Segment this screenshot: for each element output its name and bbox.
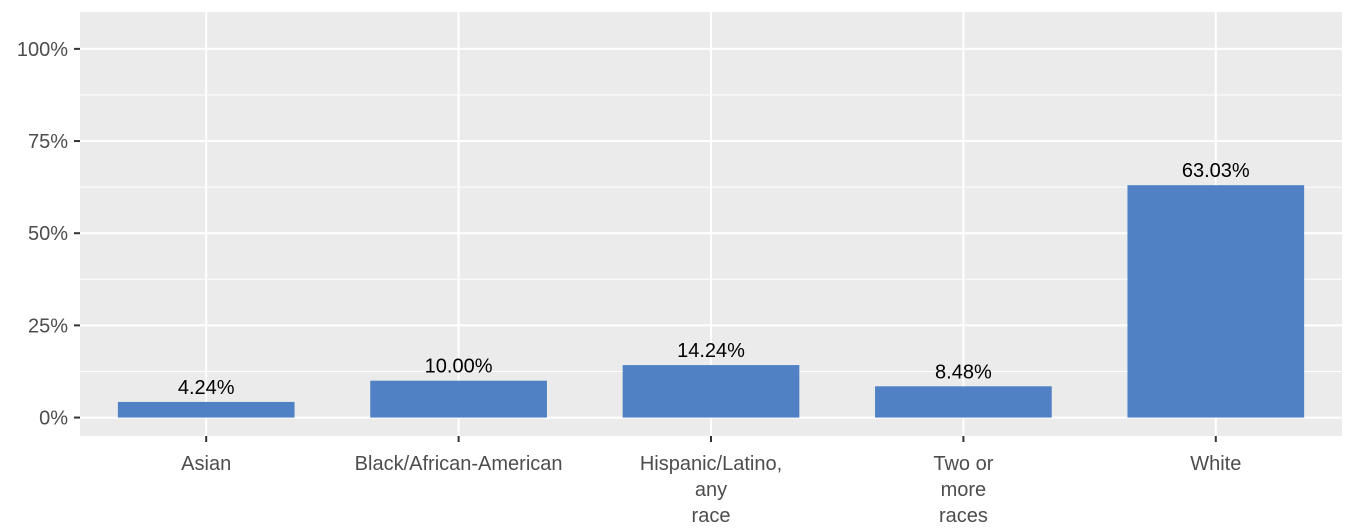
- bar-value-label: 8.48%: [935, 361, 992, 383]
- bars-group: [117, 185, 1305, 418]
- y-tick-label: 50%: [28, 223, 68, 245]
- x-tick-label-line: Two or: [933, 453, 993, 475]
- x-tick-label-line: any: [695, 479, 727, 501]
- x-tick-label-line: races: [939, 505, 988, 527]
- x-tick-label: Hispanic/Latino, any race: [640, 453, 782, 527]
- y-tick-label: 25%: [28, 315, 68, 337]
- y-tick-label: 75%: [28, 131, 68, 153]
- x-tick-label-line: race: [692, 505, 731, 527]
- y-axis: 0% 25% 50% 75% 100%: [17, 39, 80, 430]
- bar: [1127, 185, 1305, 418]
- x-tick-label: White: [1190, 453, 1241, 475]
- data-labels-group: 4.24% 10.00% 14.24% 8.48% 63.03%: [178, 160, 1250, 399]
- y-tick-label: 0%: [39, 408, 68, 430]
- x-tick-label: Black/African-American: [355, 453, 563, 475]
- x-tick-label-line: White: [1190, 453, 1241, 475]
- x-tick-label-line: more: [941, 479, 987, 501]
- x-tick-label-line: Black/African-American: [355, 453, 563, 475]
- bar: [117, 401, 295, 418]
- bar: [875, 386, 1052, 418]
- x-axis: Asian Black/African-American Hispanic/Lati…: [181, 436, 1241, 527]
- bar: [622, 365, 800, 418]
- bar: [370, 380, 547, 418]
- y-tick-label: 100%: [17, 39, 68, 61]
- bar-value-label: 10.00%: [425, 356, 493, 378]
- bar-value-label: 63.03%: [1182, 160, 1250, 182]
- bar-value-label: 14.24%: [677, 340, 745, 362]
- x-tick-label: Asian: [181, 453, 231, 475]
- bar-value-label: 4.24%: [178, 377, 235, 399]
- x-tick-label-line: Hispanic/Latino,: [640, 453, 782, 475]
- x-tick-label-line: Asian: [181, 453, 231, 475]
- x-tick-label: Two or more races: [933, 453, 993, 527]
